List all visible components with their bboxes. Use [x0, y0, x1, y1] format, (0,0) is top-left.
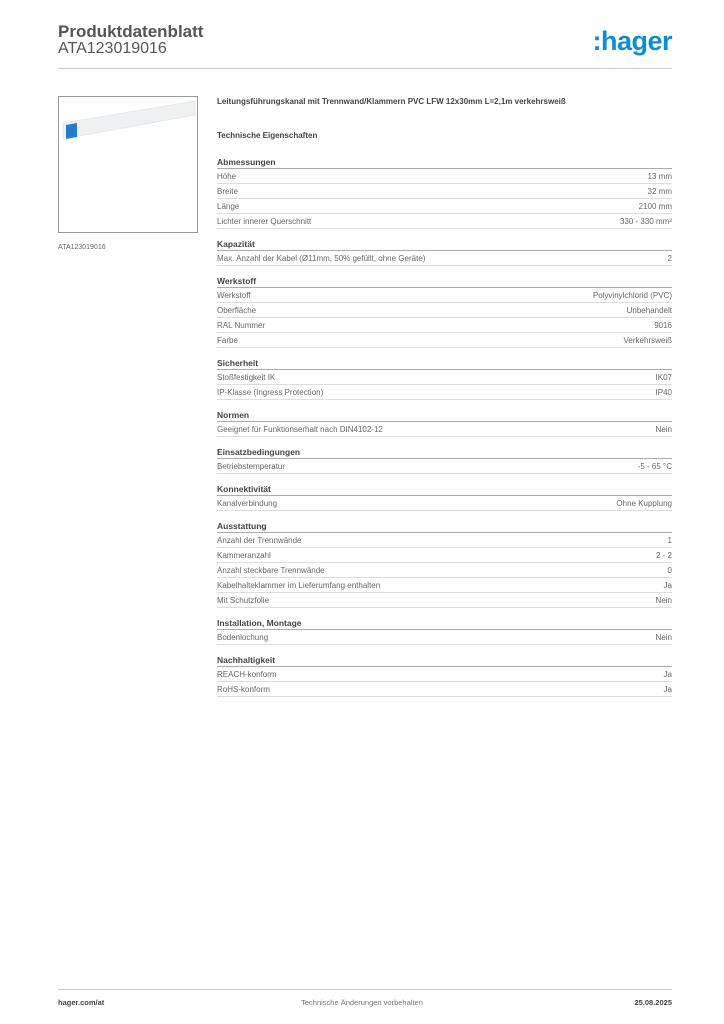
property-label: Breite	[217, 187, 238, 196]
property-label: Mit Schutzfolie	[217, 596, 270, 605]
section: Einsatzbedingungen Betriebstemperatur -5 -…	[217, 445, 672, 474]
property-row: Anzahl steckbare Trennwände 0	[217, 563, 672, 578]
property-label: Kabelhalteklammer im Lieferumfang enthal…	[217, 581, 381, 590]
section: Konnektivität Kanalverbindung Ohne Kupplun…	[217, 482, 672, 511]
section-title: Technische Eigenschaften	[217, 131, 318, 140]
property-row: Werkstoff Polyvinylchlorid (PVC)	[217, 288, 672, 303]
property-value: IK07	[655, 373, 672, 382]
property-value: Nein	[655, 596, 672, 605]
property-value: Ja	[663, 685, 672, 694]
property-label: RoHS-konform	[217, 685, 270, 694]
section: Werkstoff Werkstoff Polyvinylchlorid (PVC)…	[217, 274, 672, 348]
footer-note: Technische Änderungen vorbehalten	[301, 998, 423, 1007]
property-label: IP-Klasse (Ingress Protection)	[217, 388, 324, 397]
property-row: Farbe Verkehrsweiß	[217, 333, 672, 348]
section: Kapazität Max. Anzahl der Kabel (Ø11mm, 5…	[217, 237, 672, 266]
section: Nachhaltigkeit REACH-konform Ja RoHS-konfor…	[217, 653, 672, 697]
footer-divider	[58, 989, 672, 990]
property-row: Kanalverbindung Ohne Kupplung	[217, 496, 672, 511]
article-number: ATA123019016	[58, 40, 167, 57]
property-value: Unbehandelt	[626, 306, 672, 315]
image-caption: ATA123019016	[58, 244, 106, 251]
property-label: Kammeranzahl	[217, 551, 271, 560]
product-image	[58, 96, 198, 233]
property-label: Höhe	[217, 172, 237, 181]
property-value: Nein	[655, 425, 672, 434]
product-description: Leitungsführungskanal mit Trennwand/Klam…	[217, 97, 566, 106]
hager-logo: :hager	[592, 26, 672, 56]
property-value: 32 mm	[647, 187, 672, 196]
section-header: Werkstoff	[217, 274, 672, 288]
property-row: Geeignet für Funktionserhalt nach DIN410…	[217, 422, 672, 437]
property-row: RoHS-konform Ja	[217, 682, 672, 697]
property-value: 2	[667, 254, 672, 263]
property-row: Breite 32 mm	[217, 184, 672, 199]
section-header: Kapazität	[217, 237, 672, 251]
footer-date: 25.08.2025	[634, 998, 672, 1007]
property-value: 2 - 2	[655, 551, 672, 560]
section-header: Installation, Montage	[217, 616, 672, 630]
property-value: Verkehrsweiß	[623, 336, 672, 345]
property-value: Nein	[655, 633, 672, 642]
properties-table: Abmessungen Höhe 13 mm Breite 32 mm Länge 2100…	[217, 155, 672, 705]
property-value: Ja	[663, 581, 672, 590]
property-value: 13 mm	[647, 172, 672, 181]
property-label: REACH-konform	[217, 670, 277, 679]
property-row: Stoßfestigkeit IK IK07	[217, 370, 672, 385]
property-value: Polyvinylchlorid (PVC)	[592, 291, 672, 300]
property-row: Bodenlochung Nein	[217, 630, 672, 645]
property-row: Oberfläche Unbehandelt	[217, 303, 672, 318]
property-row: Höhe 13 mm	[217, 169, 672, 184]
page-title: Produktdatenblatt	[58, 22, 204, 41]
header-divider	[58, 68, 672, 69]
property-row: Betriebstemperatur -5 - 65 °C	[217, 459, 672, 474]
property-label: Anzahl der Trennwände	[217, 536, 302, 545]
section: Normen Geeignet für Funktionserhalt nach …	[217, 408, 672, 437]
property-row: Max. Anzahl der Kabel (Ø11mm, 50% gefüll…	[217, 251, 672, 266]
section-header: Ausstattung	[217, 519, 672, 533]
property-row: Mit Schutzfolie Nein	[217, 593, 672, 608]
property-value: 330 - 330 mm²	[619, 217, 672, 226]
section: Sicherheit Stoßfestigkeit IK IK07 IP-Klasse…	[217, 356, 672, 400]
property-label: Oberfläche	[217, 306, 257, 315]
property-value: 0	[667, 566, 672, 575]
property-row: Lichter innerer Querschnitt 330 - 330 mm²	[217, 214, 672, 229]
section-header: Konnektivität	[217, 482, 672, 496]
property-label: Länge	[217, 202, 240, 211]
property-value: Ohne Kupplung	[616, 499, 672, 508]
property-label: RAL Nummer	[217, 321, 266, 330]
section: Installation, Montage Bodenlochung Nein	[217, 616, 672, 645]
property-label: Kanalverbindung	[217, 499, 278, 508]
property-row: Länge 2100 mm	[217, 199, 672, 214]
property-value: Ja	[663, 670, 672, 679]
footer-website[interactable]: hager.com/at	[58, 998, 105, 1007]
section-header: Sicherheit	[217, 356, 672, 370]
section: Ausstattung Anzahl der Trennwände 1 Kammera…	[217, 519, 672, 608]
section-header: Abmessungen	[217, 155, 672, 169]
property-row: IP-Klasse (Ingress Protection) IP40	[217, 385, 672, 400]
property-row: RAL Nummer 9016	[217, 318, 672, 333]
property-label: Anzahl steckbare Trennwände	[217, 566, 325, 575]
property-value: 9016	[654, 321, 672, 330]
section: Abmessungen Höhe 13 mm Breite 32 mm Länge 2100…	[217, 155, 672, 229]
property-value: -5 - 65 °C	[637, 462, 672, 471]
property-label: Werkstoff	[217, 291, 251, 300]
property-label: Bodenlochung	[217, 633, 269, 642]
property-value: 2100 mm	[638, 202, 672, 211]
property-label: Stoßfestigkeit IK	[217, 373, 276, 382]
property-label: Farbe	[217, 336, 238, 345]
section-header: Einsatzbedingungen	[217, 445, 672, 459]
property-row: Anzahl der Trennwände 1	[217, 533, 672, 548]
property-value: 1	[667, 536, 672, 545]
property-label: Betriebstemperatur	[217, 462, 286, 471]
property-row: Kabelhalteklammer im Lieferumfang enthal…	[217, 578, 672, 593]
section-header: Nachhaltigkeit	[217, 653, 672, 667]
property-label: Max. Anzahl der Kabel (Ø11mm, 50% gefüll…	[217, 254, 426, 263]
property-label: Geeignet für Funktionserhalt nach DIN410…	[217, 425, 383, 434]
property-row: REACH-konform Ja	[217, 667, 672, 682]
section-header: Normen	[217, 408, 672, 422]
property-value: IP40	[655, 388, 672, 397]
property-row: Kammeranzahl 2 - 2	[217, 548, 672, 563]
property-label: Lichter innerer Querschnitt	[217, 217, 312, 226]
